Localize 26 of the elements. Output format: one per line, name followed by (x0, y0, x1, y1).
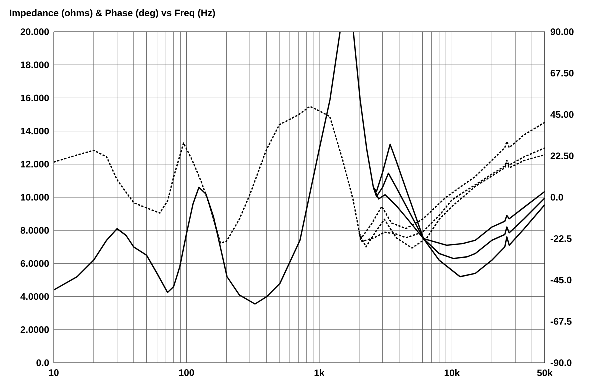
y-tick-label: 4.0000 (20, 293, 50, 300)
y-tick-label: 2.0000 (20, 326, 50, 334)
x-tick-label: 10 (49, 370, 59, 376)
y-tick-label: 6.0000 (20, 260, 50, 268)
y2-tick-label: 0.0 (550, 194, 564, 201)
y2-tick-label: 22.50 (550, 152, 574, 160)
y-tick-label: 16.000 (21, 94, 50, 102)
y2-tick-label: -90.0 (550, 360, 572, 366)
y-tick-label: 18.000 (21, 62, 50, 68)
y-tick-label: 20.000 (20, 28, 50, 36)
y2-tick-label: -67.5 (550, 318, 572, 325)
y-tick-label: 12.000 (21, 161, 50, 168)
x-tick-label: 50k (537, 370, 553, 376)
x-tick-label: 100 (179, 370, 194, 376)
y2-tick-label: 45.00 (550, 111, 574, 118)
y-tick-label: 14.000 (21, 128, 50, 135)
x-tick-label: 10k (444, 370, 460, 376)
y-tick-label: 10.000 (21, 194, 50, 201)
x-tick-label: 1k (314, 370, 325, 376)
y2-tick-label: -22.5 (550, 236, 572, 242)
y-tick-label: 8.0000 (20, 227, 50, 234)
y2-tick-label: 67.50 (550, 70, 574, 77)
y2-tick-label: -45.0 (550, 276, 572, 284)
y-tick-label: 0.0 (36, 360, 50, 366)
y2-tick-label: 90.00 (550, 28, 574, 36)
chart-title: Impedance (ohms) & Phase (deg) vs Freq (Hz) (10, 10, 216, 18)
